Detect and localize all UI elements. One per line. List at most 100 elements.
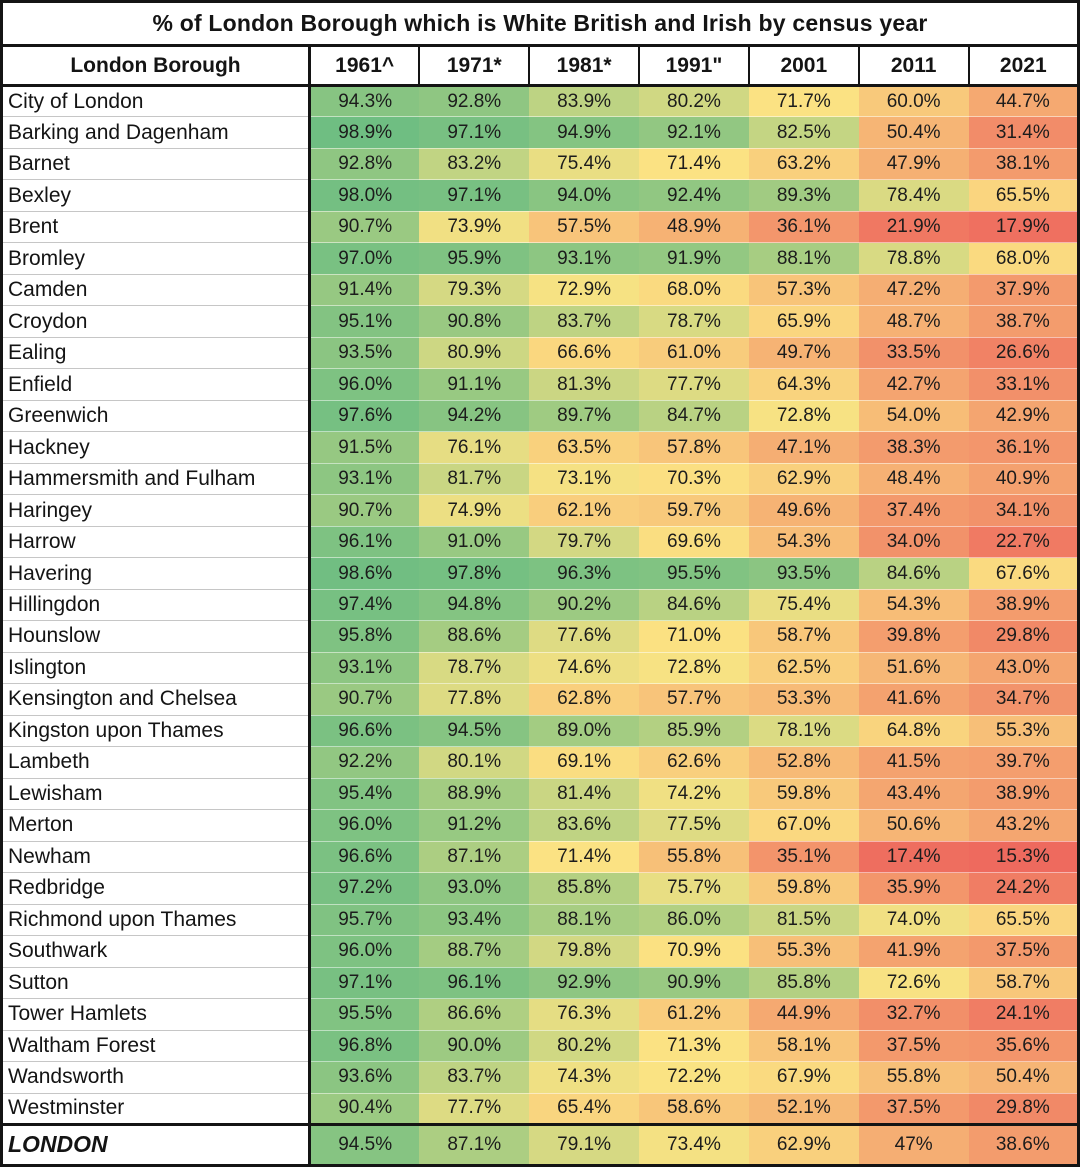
- value-cell: 74.0%: [858, 904, 969, 937]
- borough-name-cell: Tower Hamlets: [1, 998, 311, 1031]
- value-cell: 79.7%: [529, 526, 640, 559]
- value-cell: 83.6%: [529, 809, 640, 842]
- value-cell: 82.5%: [748, 116, 859, 149]
- value-cell: 90.0%: [419, 1030, 530, 1063]
- value-cell: 54.3%: [858, 589, 969, 622]
- value-cell: 72.2%: [639, 1061, 749, 1094]
- value-cell: 70.3%: [639, 463, 749, 496]
- value-cell: 50.4%: [968, 1061, 1079, 1094]
- value-cell: 83.7%: [529, 305, 640, 338]
- value-cell: 48.9%: [639, 211, 749, 244]
- value-cell: 33.1%: [968, 368, 1079, 401]
- value-cell: 86.6%: [419, 998, 530, 1031]
- value-cell: 24.2%: [968, 872, 1079, 905]
- value-cell: 71.0%: [639, 620, 749, 653]
- value-cell: 65.5%: [968, 179, 1079, 212]
- value-cell: 90.8%: [419, 305, 530, 338]
- value-cell: 90.9%: [639, 967, 749, 1000]
- value-cell: 96.6%: [309, 841, 420, 874]
- value-cell: 70.9%: [639, 935, 749, 968]
- value-cell: 83.9%: [529, 85, 640, 118]
- value-cell: 77.6%: [529, 620, 640, 653]
- value-cell: 37.4%: [858, 494, 969, 527]
- value-cell: 53.3%: [748, 683, 859, 716]
- value-cell: 96.0%: [309, 809, 420, 842]
- value-cell: 91.5%: [309, 431, 420, 464]
- value-cell: 55.3%: [968, 715, 1079, 748]
- value-cell: 48.7%: [858, 305, 969, 338]
- value-cell: 91.1%: [419, 368, 530, 401]
- borough-name-cell: Haringey: [1, 494, 311, 527]
- borough-name-cell: Kensington and Chelsea: [1, 683, 311, 716]
- value-cell: 96.0%: [309, 935, 420, 968]
- value-cell: 39.7%: [968, 746, 1079, 779]
- value-cell: 22.7%: [968, 526, 1079, 559]
- value-cell: 94.2%: [419, 400, 530, 433]
- table-row: Lambeth 92.2% 80.1% 69.1% 62.6% 52.8% 41.5% 39.…: [1, 746, 1079, 779]
- value-cell: 93.1%: [309, 652, 420, 685]
- column-header-year: 1961^: [308, 45, 420, 87]
- table-row: Richmond upon Thames 95.7% 93.4% 88.1% 86.0%…: [1, 904, 1079, 937]
- table-row: Enfield 96.0% 91.1% 81.3% 77.7% 64.3% 42.7% 33.…: [1, 368, 1079, 401]
- table-row: Redbridge 97.2% 93.0% 85.8% 75.7% 59.8% 35.9% 2…: [1, 872, 1079, 905]
- value-cell: 83.7%: [419, 1061, 530, 1094]
- value-cell: 97.8%: [419, 557, 530, 590]
- value-cell: 75.4%: [529, 148, 640, 181]
- table-row: Bexley 98.0% 97.1% 94.0% 92.4% 89.3% 78.4% 65.5…: [1, 179, 1079, 212]
- value-cell: 17.4%: [858, 841, 969, 874]
- value-cell: 49.6%: [748, 494, 859, 527]
- value-cell: 93.1%: [309, 463, 420, 496]
- value-cell: 65.4%: [529, 1093, 640, 1125]
- value-cell: 44.7%: [968, 85, 1079, 118]
- value-cell: 47.2%: [858, 274, 969, 307]
- value-cell: 63.5%: [529, 431, 640, 464]
- value-cell: 85.9%: [639, 715, 749, 748]
- value-cell: 37.9%: [968, 274, 1079, 307]
- value-cell: 92.8%: [419, 85, 530, 118]
- value-cell: 31.4%: [968, 116, 1079, 149]
- borough-name-cell: Redbridge: [1, 872, 311, 905]
- borough-name-cell: Bexley: [1, 179, 311, 212]
- value-cell: 57.5%: [529, 211, 640, 244]
- borough-name-cell: Lambeth: [1, 746, 311, 779]
- page-title: % of London Borough which is White Briti…: [1, 1, 1079, 47]
- value-cell: 58.7%: [968, 967, 1079, 1000]
- value-cell: 92.9%: [529, 967, 640, 1000]
- table-row: Hillingdon 97.4% 94.8% 90.2% 84.6% 75.4% 54.3%…: [1, 589, 1079, 622]
- value-cell: 54.3%: [748, 526, 859, 559]
- borough-name-cell: Newham: [1, 841, 311, 874]
- value-cell: 60.0%: [858, 85, 969, 118]
- value-cell: 90.2%: [529, 589, 640, 622]
- value-cell: 94.3%: [309, 85, 420, 118]
- value-cell: 29.8%: [968, 620, 1079, 653]
- value-cell: 35.1%: [748, 841, 859, 874]
- borough-name-cell: Kingston upon Thames: [1, 715, 311, 748]
- value-cell: 78.1%: [748, 715, 859, 748]
- value-cell: 37.5%: [858, 1093, 969, 1125]
- value-cell: 90.4%: [309, 1093, 420, 1125]
- borough-name-cell: Hammersmith and Fulham: [1, 463, 311, 496]
- value-cell: 55.8%: [858, 1061, 969, 1094]
- value-cell: 62.1%: [529, 494, 640, 527]
- value-cell: 96.6%: [309, 715, 420, 748]
- borough-name-cell: Brent: [1, 211, 311, 244]
- value-cell: 94.8%: [419, 589, 530, 622]
- value-cell: 67.9%: [748, 1061, 859, 1094]
- table-row: Croydon 95.1% 90.8% 83.7% 78.7% 65.9% 48.7% 38.…: [1, 305, 1079, 338]
- value-cell: 89.3%: [748, 179, 859, 212]
- table-row: Ealing 93.5% 80.9% 66.6% 61.0% 49.7% 33.5% 26.6…: [1, 337, 1079, 370]
- value-cell: 77.7%: [419, 1093, 530, 1125]
- value-cell: 77.8%: [419, 683, 530, 716]
- borough-name-cell: Hounslow: [1, 620, 311, 653]
- value-cell: 62.6%: [639, 746, 749, 779]
- value-cell: 72.9%: [529, 274, 640, 307]
- value-cell: 78.7%: [419, 652, 530, 685]
- value-cell: 49.7%: [748, 337, 859, 370]
- value-cell: 95.7%: [309, 904, 420, 937]
- table-head: % of London Borough which is White Briti…: [1, 1, 1079, 87]
- value-cell: 93.1%: [529, 242, 640, 275]
- value-cell: 84.7%: [639, 400, 749, 433]
- value-cell: 88.6%: [419, 620, 530, 653]
- column-header-year: 1971*: [418, 45, 530, 87]
